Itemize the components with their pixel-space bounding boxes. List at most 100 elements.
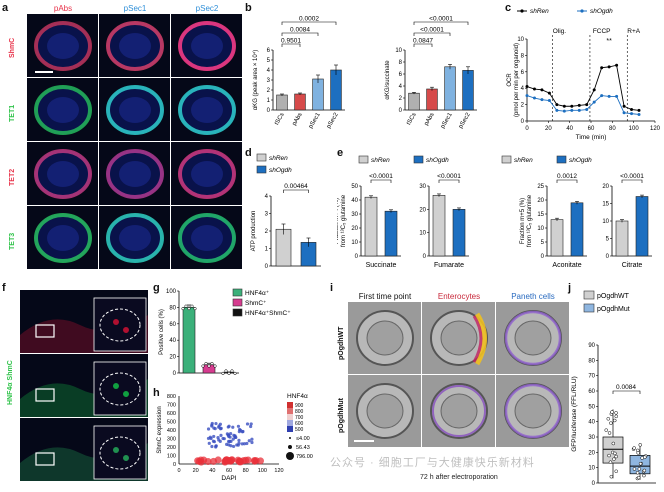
panel-b-right-xtick-label: pSec1 [440,111,454,129]
panel-e-succinate-bar [364,196,378,257]
organoid-ring [34,149,92,199]
panel-c-point-shRen [585,103,589,107]
panel-h-point-large [195,457,203,465]
panel-a-row-TET2: TET2 [9,168,16,186]
panel-a-image-r2-c2 [171,142,242,205]
organoid-ring [34,213,92,263]
panel-h-colorbar-label: 800 [295,409,304,415]
panel-c-legend-marker [580,9,584,13]
panel-b-pvalue: 0.9501 [281,38,301,45]
panel-g-point [184,304,188,308]
panel-a-image-r3-c1 [99,206,170,269]
panel-j-point [614,469,618,474]
panel-c-point-shRen [615,63,619,67]
panel-h-legend-title: HNF4α [287,393,308,400]
panel-e-citrate-ytick-label: 0 [606,254,610,260]
panel-f-image-1 [20,354,148,417]
panel-e-citrate-ytick-label: 20 [602,184,609,190]
panel-e-succinate-bar [384,210,398,257]
panel-h-point [214,421,218,426]
panel-h-point [217,425,221,429]
panel-a-image-svg [178,21,236,71]
panel-c-point-shRen [562,104,566,108]
panel-a-image-r1-c0 [27,78,98,141]
panel-j-ytick-label: 10 [588,466,595,472]
panel-j-pvalue: 0.0084 [616,384,636,391]
panel-h-point [212,440,217,444]
zoom-inset [93,361,147,416]
panel-h-ytick-label: 800 [167,394,176,400]
panel-c-legend-label: shRen [530,8,549,15]
panel-h-point [238,428,243,432]
panel-d-pvalue: 0.00464 [284,183,308,190]
organoid-ring [106,149,164,199]
panel-e-bracket [621,179,643,183]
panel-h-point-large [223,456,231,464]
organoid-lumen [191,161,223,187]
organoid-ring [106,213,164,263]
panel-c-line-shOgdh [526,95,640,115]
panel-c-xlabel: Time (min) [576,134,607,141]
panel-j-point [635,471,640,475]
panel-e-succinate-ytick-label: 20 [351,226,358,232]
panel-a-image-r3-c2 [171,206,242,269]
panel-g-legend-label: ShmC⁺ [245,300,267,307]
panel-f-image-svg [20,297,148,353]
panel-b-right-ytick-label: 2 [399,96,403,102]
panel-g-bar [182,307,196,374]
panel-e-legend-swatch [358,155,369,164]
panel-j-point [632,446,636,450]
panel-e-citrate-ytick-label: 10 [602,219,609,225]
panel-h-point [235,443,239,447]
organoid-ring [34,85,92,135]
panel-h-xtick-label: 120 [274,468,283,474]
panel-b-bracket [281,43,301,47]
panel-f-row-label-text: HNF4α ShmC [7,360,14,405]
panel-c-point-shOgdh [607,94,611,98]
panel-a-image-r3-c0 [27,206,98,269]
organoid-lumen [191,33,223,59]
panel-e-charts: shRen shOgdh shRen shOgdh01020304050Fractio… [337,155,652,269]
panel-b-left-ytick-label: 5 [267,58,271,64]
panel-a-image-svg [106,85,164,135]
inset-box [35,452,55,466]
panel-e-category: Aconitate [552,262,581,269]
panel-h-point [212,434,216,439]
panel-h-point [229,444,233,448]
panel-a-image-svg [178,213,236,263]
panel-g-point [233,371,237,375]
panel-g-point [227,371,231,375]
panel-h-colorbar-label: 700 [295,415,304,421]
panel-h-ytick-label: 100 [167,454,176,460]
panel-e-legend-swatch [556,155,567,164]
panel-e-pvalue: <0.0001 [369,173,393,180]
panel-d-legend-label: shOgdh [269,167,292,174]
enterocyte-signal [474,312,487,366]
panel-h-point [249,424,253,429]
panel-i-col-enterocytes: Enterocytes [437,292,481,301]
panel-c-point-shOgdh [547,99,551,102]
panel-c-label: c [505,2,512,14]
panel-a-image-r0-c2 [171,14,242,77]
panel-g-ytick-label: 60 [169,322,176,328]
panel-b-left-bar [312,78,324,111]
panel-e-succinate-ytick-label: 10 [351,240,358,246]
panel-a-image-r1-c2 [171,78,242,141]
panel-c-point-shOgdh [600,94,604,98]
panel-j-ytick-label: 90 [588,343,595,349]
panel-j-point [636,475,641,480]
panel-j-point [632,467,637,471]
panel-d-legend-label: shRen [269,155,288,162]
panel-b-pvalue: 0.0084 [290,27,310,34]
panel-h-size-label: 56.43 [296,445,310,451]
panel-e-legend-swatch [501,155,512,164]
panel-j-ylabel: GFP/luciferase (FFL/RLU) [571,376,578,452]
panel-e-category: Succinate [366,262,397,269]
panel-h-ylabel: ShmC expression [157,406,163,453]
panel-c-point-shOgdh [570,108,574,112]
panel-b-left-bar [294,93,306,111]
panel-j-ytick-label: 20 [588,450,595,456]
enterocyte-signal-2 [472,315,483,363]
panel-c-xtick-label: 40 [566,126,573,132]
